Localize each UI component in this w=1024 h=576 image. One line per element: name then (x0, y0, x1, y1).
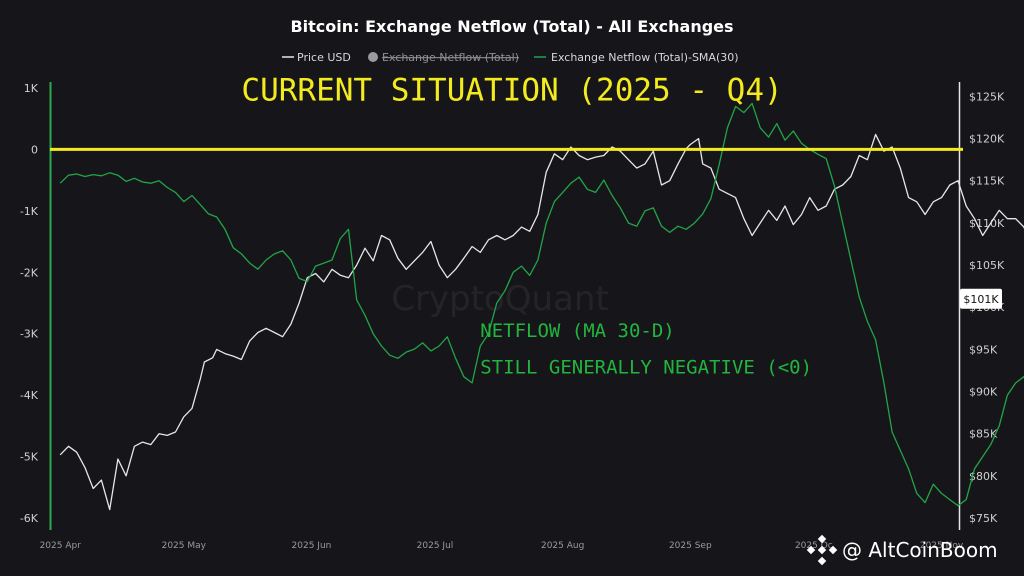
x-tick-label: 2025 Jul (417, 541, 454, 551)
right-tick-label: $80K (969, 470, 998, 483)
right-tick-label: $85K (969, 428, 998, 441)
annotation-current-situation: CURRENT SITUATION (2025 - Q4) (241, 72, 782, 108)
x-tick-label: 2025 Apr (40, 541, 82, 551)
right-tick-label: $95K (969, 343, 998, 356)
right-tick-label: $120K (969, 133, 1005, 146)
brand-text: @ AltCoinBoom (842, 538, 998, 562)
right-tick-label: $75K (969, 512, 998, 525)
right-tick-label: $125K (969, 90, 1005, 103)
left-tick-label: -3K (20, 328, 39, 341)
annotation-netflow-title: NETFLOW (MA 30-D) (480, 320, 674, 342)
current-price-tag-box (960, 288, 1002, 309)
x-tick-label: 2025 Jun (292, 541, 332, 551)
left-tick-label: -5K (20, 451, 39, 464)
left-tick-label: -2K (20, 266, 39, 279)
x-tick-label: 2025 Oc (795, 541, 833, 551)
legend-marker-netflow (368, 52, 378, 62)
right-tick-label: $115K (969, 175, 1005, 188)
left-tick-label: 0 (31, 143, 38, 156)
legend-label-netflow[interactable]: Exchange Netflow (Total) (382, 51, 519, 64)
current-price-tag: $101K (960, 288, 1002, 309)
x-tick-label: 2025 Sep (669, 541, 712, 551)
annotation-netflow-subtitle: STILL GENERALLY NEGATIVE (<0) (480, 357, 812, 379)
legend-label-sma[interactable]: Exchange Netflow (Total)-SMA(30) (551, 51, 739, 64)
sma-series-line (59, 102, 1024, 507)
x-tick-label: 2025 Nov (920, 541, 964, 551)
left-axis-ticks: 1K 0 -1K -2K -3K -4K -5K -6K (20, 82, 39, 525)
left-tick-label: 1K (24, 82, 39, 95)
current-price-tag-text: $101K (963, 293, 999, 306)
right-tick-label: $105K (969, 259, 1005, 272)
left-tick-label: -1K (20, 205, 39, 218)
x-axis-ticks: 2025 Apr 2025 May 2025 Jun 2025 Jul 2025 Aug… (40, 541, 964, 551)
price-series-line (59, 133, 1024, 511)
x-tick-label: 2025 Aug (541, 541, 584, 551)
x-tick-label: 2025 May (162, 541, 207, 551)
chart-title: Bitcoin: Exchange Netflow (Total) - All … (290, 17, 733, 36)
right-tick-label: $90K (969, 386, 998, 399)
legend[interactable]: Price USD Exchange Netflow (Total) Excha… (282, 51, 739, 64)
legend-label-price[interactable]: Price USD (297, 51, 351, 64)
left-tick-label: -4K (20, 389, 39, 402)
left-tick-label: -6K (20, 512, 39, 525)
